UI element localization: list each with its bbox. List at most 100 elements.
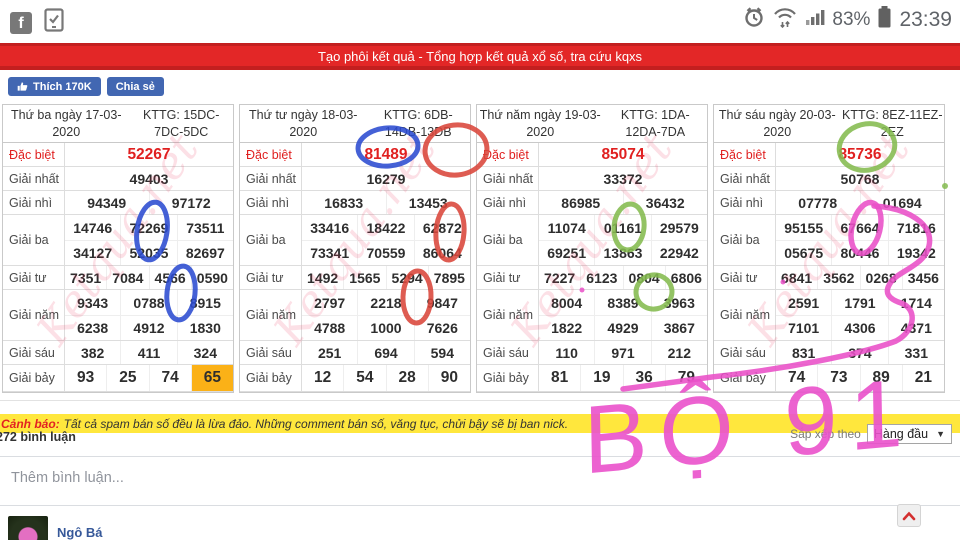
prize-values: 12 54 28 90	[302, 365, 470, 391]
prize-row-special: Đặc biệt 85074	[477, 143, 707, 167]
prize-label: Giải nhất	[240, 167, 302, 190]
prize-label: Giải năm	[477, 290, 539, 340]
prize-value: 971	[594, 341, 650, 364]
prize-label: Giải nhì	[240, 191, 302, 214]
prize-values: 11074 01161 29579 69251 13863 22942	[539, 215, 707, 265]
prize-line: 93 25 74 65	[65, 365, 233, 391]
prize-value: 0788	[120, 290, 176, 315]
prize-value: 2218	[357, 290, 413, 315]
prize-label: Giải bảy	[3, 365, 65, 391]
prize-value: 94349	[87, 194, 127, 211]
prize-value: 22942	[650, 241, 707, 265]
wifi-glyph	[774, 8, 797, 29]
prize-row-seventh: Giải bảy 74 73 89 21	[714, 365, 944, 392]
prize-label: Giải sáu	[240, 341, 302, 364]
scroll-top-button[interactable]	[897, 504, 921, 527]
prize-line: 50768	[776, 167, 944, 190]
battery-percent: 83%	[832, 8, 871, 30]
prize-value: 13453	[385, 191, 471, 214]
prize-value: 9343	[77, 294, 109, 311]
prize-value: 49403	[129, 170, 169, 187]
prize-value: 86064	[413, 241, 470, 265]
prize-value: 6123	[580, 266, 622, 289]
prize-row-fourth: Giải tư 6841 3562 0268 3456	[714, 266, 944, 290]
sort-value: Hàng đầu	[873, 427, 929, 441]
prize-line: 11074 01161 29579	[539, 215, 707, 240]
prize-values: 251 694 594	[302, 341, 470, 364]
prize-values: 9343 0788 8915 6238 4912 1830	[65, 290, 233, 340]
status-left-icons: f	[10, 8, 64, 37]
prize-value: 694	[357, 341, 413, 364]
prize-value: 7895	[427, 266, 470, 289]
prize-label: Giải nhất	[714, 167, 776, 190]
prize-row-fourth: Giải tư 7227 6123 0804 6806	[477, 266, 707, 290]
comment-count: 272 bình luận	[0, 430, 76, 444]
sort-dropdown[interactable]: Hàng đầu ▼	[866, 424, 952, 444]
prize-label: Đặc biệt	[714, 143, 776, 166]
prize-values: 49403	[65, 167, 233, 190]
prize-value: 97172	[148, 191, 234, 214]
like-button[interactable]: Thích 170K	[8, 77, 101, 96]
avatar[interactable]	[8, 516, 48, 540]
comment-input[interactable]: Thêm bình luận...	[0, 456, 960, 506]
prize-value: 7626	[413, 316, 470, 340]
prize-row-second: Giải nhì 16833 13453	[240, 191, 470, 215]
prize-value: 28	[385, 365, 428, 391]
signal-icon	[805, 7, 825, 32]
prize-value: 4788	[314, 320, 346, 336]
prize-row-third: Giải ba 95155 67664 71816 05675 80446 19342	[714, 215, 944, 266]
share-label: Chia sẻ	[115, 80, 155, 93]
prize-values: 86985 36432	[539, 191, 707, 214]
prize-value: 4929	[594, 316, 650, 340]
prize-value: 19342	[887, 241, 944, 265]
prize-value: 1791	[831, 290, 887, 315]
prize-values: 81489	[302, 143, 470, 166]
prize-label: Giải sáu	[3, 341, 65, 364]
prize-value: 89	[859, 365, 902, 391]
prize-row-special: Đặc biệt 81489	[240, 143, 470, 167]
prize-line: 85074	[539, 143, 707, 166]
prize-value: 411	[120, 341, 176, 364]
prize-line: 74 73 89 21	[776, 365, 944, 391]
prize-line: 382 411 324	[65, 341, 233, 364]
prize-row-seventh: Giải bảy 93 25 74 65	[3, 365, 233, 392]
prize-value: 73511	[176, 215, 233, 240]
prize-value: 33372	[603, 170, 643, 187]
results-tables: Thứ ba ngày 17-03-2020 KTTG: 15DC-7DC-5DC…	[2, 104, 945, 393]
warning-bar: Cảnh báo: Tất cả spam bán số đều là lừa …	[0, 414, 960, 433]
prize-value: 79	[664, 365, 707, 391]
prize-value: 3867	[650, 316, 707, 340]
prize-label: Giải sáu	[477, 341, 539, 364]
alarm-glyph	[745, 7, 764, 27]
facebook-icon[interactable]: f	[10, 11, 32, 34]
table-header: Thứ năm ngày 19-03-2020 KTTG: 1DA-12DA-7D…	[477, 105, 707, 143]
prize-row-second: Giải nhì 86985 36432	[477, 191, 707, 215]
prize-value: 4371	[887, 316, 944, 340]
battery-icon	[877, 5, 892, 34]
device-check-icon[interactable]	[44, 8, 64, 37]
prize-row-fourth: Giải tư 1492 1565 5294 7895	[240, 266, 470, 290]
prize-label: Giải bảy	[714, 365, 776, 391]
prize-values: 94349 97172	[65, 191, 233, 214]
prize-value: 1714	[887, 290, 944, 315]
share-button[interactable]: Chia sẻ	[106, 77, 164, 96]
prize-values: 16833 13453	[302, 191, 470, 214]
commenter-name[interactable]: Ngô Bá	[57, 525, 103, 540]
prize-value: 93	[77, 369, 95, 386]
prize-value: 81489	[364, 145, 408, 163]
prize-value: 13863	[594, 241, 650, 265]
prize-values: 831 374 331	[776, 341, 944, 364]
prize-row-sixth: Giải sáu 251 694 594	[240, 341, 470, 365]
prize-value: 85736	[838, 145, 882, 163]
prize-line: 2797 2218 9847	[302, 290, 470, 315]
prize-label: Giải năm	[3, 290, 65, 340]
prize-value: 251	[317, 344, 342, 361]
prize-line: 86985 36432	[539, 191, 707, 214]
prize-line: 831 374 331	[776, 341, 944, 364]
top-banner[interactable]: Tạo phôi kết quả - Tổng hợp kết quả xổ s…	[0, 43, 960, 70]
prize-label: Đặc biệt	[240, 143, 302, 166]
sort-control: Sắp xếp theo Hàng đầu ▼	[790, 424, 952, 444]
prize-label: Giải ba	[240, 215, 302, 265]
prize-row-first: Giải nhất 16279	[240, 167, 470, 191]
